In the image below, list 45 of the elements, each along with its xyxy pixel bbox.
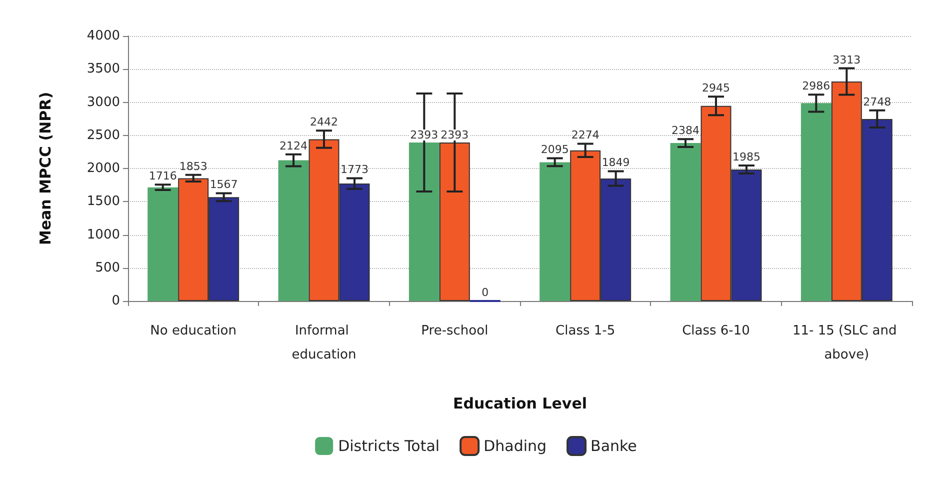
legend-label: Districts Total xyxy=(338,437,440,455)
data-label: 2384 xyxy=(672,124,700,138)
legend-label: Dhading xyxy=(484,437,547,455)
x-tick-label: Class 6-10 xyxy=(682,324,750,338)
legend-label: Banke xyxy=(590,437,637,455)
data-label: 1773 xyxy=(340,163,368,176)
data-label: 2442 xyxy=(310,116,338,129)
y-tick-label: 4000 xyxy=(86,28,120,44)
data-label: 2124 xyxy=(280,139,308,152)
data-label: 2274 xyxy=(571,128,600,142)
x-axis-title: Education Level xyxy=(452,394,588,412)
bar xyxy=(278,160,309,301)
bar xyxy=(670,143,701,301)
y-tick-label: 500 xyxy=(95,260,120,276)
data-label: 2945 xyxy=(702,82,730,95)
bar xyxy=(540,162,570,301)
y-tick-label: 0 xyxy=(112,294,120,308)
x-tick-label: Informal education xyxy=(292,324,356,362)
bar xyxy=(439,142,470,301)
data-label: 0 xyxy=(482,286,489,299)
y-tick-label: 3000 xyxy=(86,94,120,110)
x-tick-label: Class 1-5 xyxy=(556,324,616,338)
bar xyxy=(148,187,178,301)
data-label: 3313 xyxy=(832,53,861,66)
data-label: 2748 xyxy=(863,95,892,108)
data-label: 1985 xyxy=(732,150,760,164)
x-tick-label: Pre-school xyxy=(421,324,488,338)
y-tick-label: 2500 xyxy=(86,128,120,143)
data-label: 1716 xyxy=(148,170,177,183)
data-label: 2393 xyxy=(410,128,438,142)
y-tick-label: 2000 xyxy=(86,161,120,176)
x-tick-label: 11- 15 (SLC and above) xyxy=(792,324,901,362)
data-label: 2986 xyxy=(802,80,830,93)
bar xyxy=(408,142,440,301)
x-tick-label: No education xyxy=(150,324,236,338)
data-label: 1849 xyxy=(602,156,630,170)
data-label: 2095 xyxy=(540,143,569,156)
y-tick-label: 1500 xyxy=(86,194,120,210)
bar xyxy=(800,103,832,301)
data-label: 2393 xyxy=(440,128,469,142)
y-tick-label: 3500 xyxy=(86,62,120,77)
data-label: 1567 xyxy=(210,178,238,192)
y-tick-label: 1000 xyxy=(86,227,120,242)
y-axis-title: Mean MPCC (NPR) xyxy=(36,92,54,246)
data-label: 1853 xyxy=(179,160,208,173)
